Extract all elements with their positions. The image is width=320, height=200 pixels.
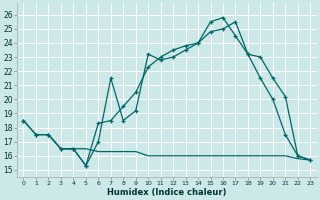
- X-axis label: Humidex (Indice chaleur): Humidex (Indice chaleur): [107, 188, 227, 197]
